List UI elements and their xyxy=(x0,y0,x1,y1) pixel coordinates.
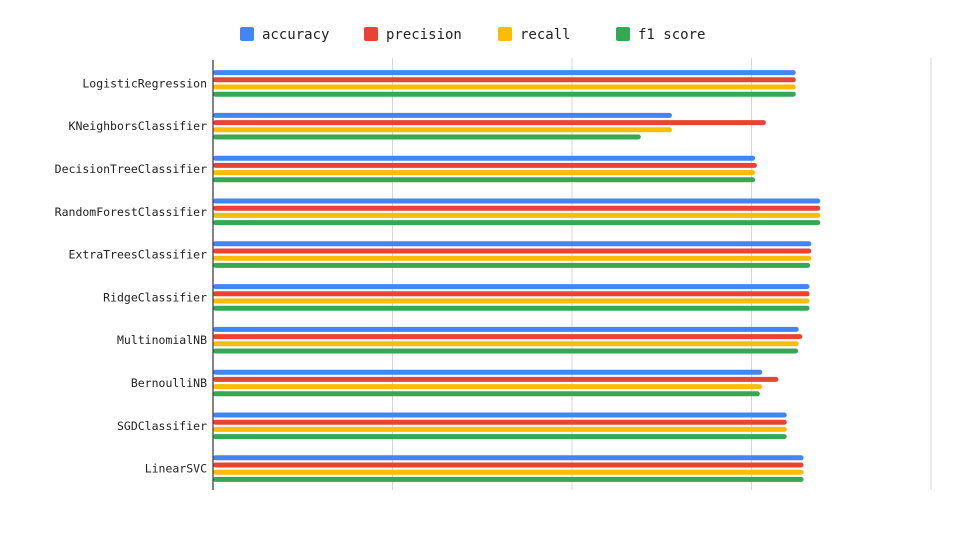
bar xyxy=(213,134,641,140)
legend-item: recall xyxy=(498,27,571,43)
bar xyxy=(213,305,810,311)
bar xyxy=(213,198,821,204)
legend-item: accuracy xyxy=(240,27,329,43)
category-label: RandomForestClassifier xyxy=(55,205,207,219)
bar xyxy=(213,120,766,126)
bar xyxy=(213,469,804,475)
bar xyxy=(213,348,799,354)
category-label: LogisticRegression xyxy=(82,76,207,90)
bar xyxy=(213,326,799,332)
bar xyxy=(213,170,756,176)
bar xyxy=(213,91,796,97)
category-label: BernoulliNB xyxy=(131,376,207,390)
legend-swatch xyxy=(240,27,254,41)
legend-swatch xyxy=(498,27,512,41)
bar xyxy=(213,462,804,468)
bar xyxy=(213,84,796,90)
bar xyxy=(213,112,672,118)
legend-label: f1 score xyxy=(638,27,705,43)
bar xyxy=(213,212,821,218)
bar xyxy=(213,334,803,340)
bar xyxy=(213,376,779,382)
bar xyxy=(213,241,812,247)
bar xyxy=(213,155,756,161)
bars xyxy=(213,70,821,482)
legend-label: accuracy xyxy=(262,27,329,43)
bar xyxy=(213,248,812,254)
bar xyxy=(213,162,757,168)
category-label: ExtraTreesClassifier xyxy=(69,248,208,262)
category-label: MultinomialNB xyxy=(117,333,207,347)
bar xyxy=(213,384,763,390)
category-labels: LogisticRegression KNeighborsClassifier De… xyxy=(55,76,207,475)
bar xyxy=(213,426,787,432)
legend-label: recall xyxy=(520,27,571,43)
bar xyxy=(213,220,821,226)
bar xyxy=(213,205,821,211)
legend: accuracy precision recall f1 score xyxy=(240,27,705,43)
legend-label: precision xyxy=(386,27,462,43)
bar xyxy=(213,127,672,133)
legend-swatch xyxy=(616,27,630,41)
category-label: KNeighborsClassifier xyxy=(69,119,208,133)
category-label: DecisionTreeClassifier xyxy=(55,162,207,176)
legend-item: f1 score xyxy=(616,27,705,43)
bar xyxy=(213,412,787,418)
bar xyxy=(213,255,812,261)
bar xyxy=(213,391,760,397)
category-label: RidgeClassifier xyxy=(103,290,207,304)
bar xyxy=(213,369,763,375)
bar xyxy=(213,177,756,183)
bar xyxy=(213,419,787,425)
bar xyxy=(213,291,810,297)
bar xyxy=(213,455,804,461)
bar xyxy=(213,262,811,268)
bar xyxy=(213,70,796,76)
category-label: LinearSVC xyxy=(145,462,207,476)
bar xyxy=(213,341,799,347)
bar xyxy=(213,77,796,83)
bar xyxy=(213,298,810,304)
bar xyxy=(213,476,804,482)
legend-swatch xyxy=(364,27,378,41)
bar xyxy=(213,284,810,290)
category-label: SGDClassifier xyxy=(117,419,207,433)
bar xyxy=(213,434,787,440)
legend-item: precision xyxy=(364,27,462,43)
